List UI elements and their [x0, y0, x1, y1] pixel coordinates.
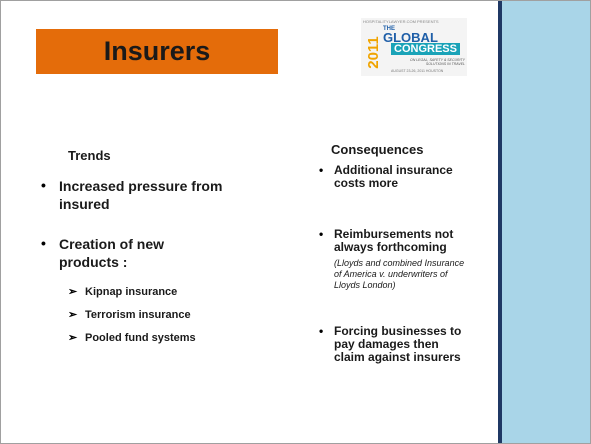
bullet-text: Creation of new products : [59, 236, 165, 270]
side-panel [498, 1, 590, 443]
title: Insurers [103, 36, 211, 66]
sub-item: Terrorism insurance [85, 309, 191, 321]
logo-the: THE [383, 26, 395, 32]
note: (Lloyds and combined Insurance of Americ… [334, 258, 465, 290]
sub-item: Pooled fund systems [85, 332, 196, 344]
column-heading: Trends [68, 148, 111, 163]
logo-tagline: ON LEGAL, SAFETY & SECURITY SOLUTIONS IN… [410, 58, 465, 66]
arrow-bullet: ➢ [68, 286, 78, 298]
logo-dates: AUGUST 23-26, 2011 HOUSTON [391, 69, 444, 73]
arrow-bullet: ➢ [68, 332, 78, 344]
logo-global: GLOBAL [383, 30, 438, 45]
logo-presents: HOSPITALITYLAWYER.COM PRESENTS [363, 19, 439, 24]
logo: HOSPITALITYLAWYER.COM PRESENTS THE 2011 … [361, 18, 467, 76]
title-box: Insurers [36, 29, 278, 74]
bullet: • [41, 235, 46, 251]
arrow-bullet: ➢ [68, 309, 78, 321]
bullet-text: Additional insurance costs more [334, 163, 453, 190]
bullet: • [319, 163, 324, 177]
logo-congress: CONGRESS [391, 43, 460, 55]
bullet: • [319, 227, 324, 241]
bullet: • [319, 324, 324, 338]
bullet-text: Forcing businesses to pay damages then c… [334, 324, 462, 364]
sub-item: Kipnap insurance [85, 286, 178, 298]
bullet-text: Reimbursements not always forthcoming [334, 227, 454, 254]
bullet: • [41, 177, 46, 193]
column-heading: Consequences [331, 142, 424, 157]
bullet-text: Increased pressure from insured [59, 178, 223, 212]
logo-year: 2011 [364, 36, 382, 69]
